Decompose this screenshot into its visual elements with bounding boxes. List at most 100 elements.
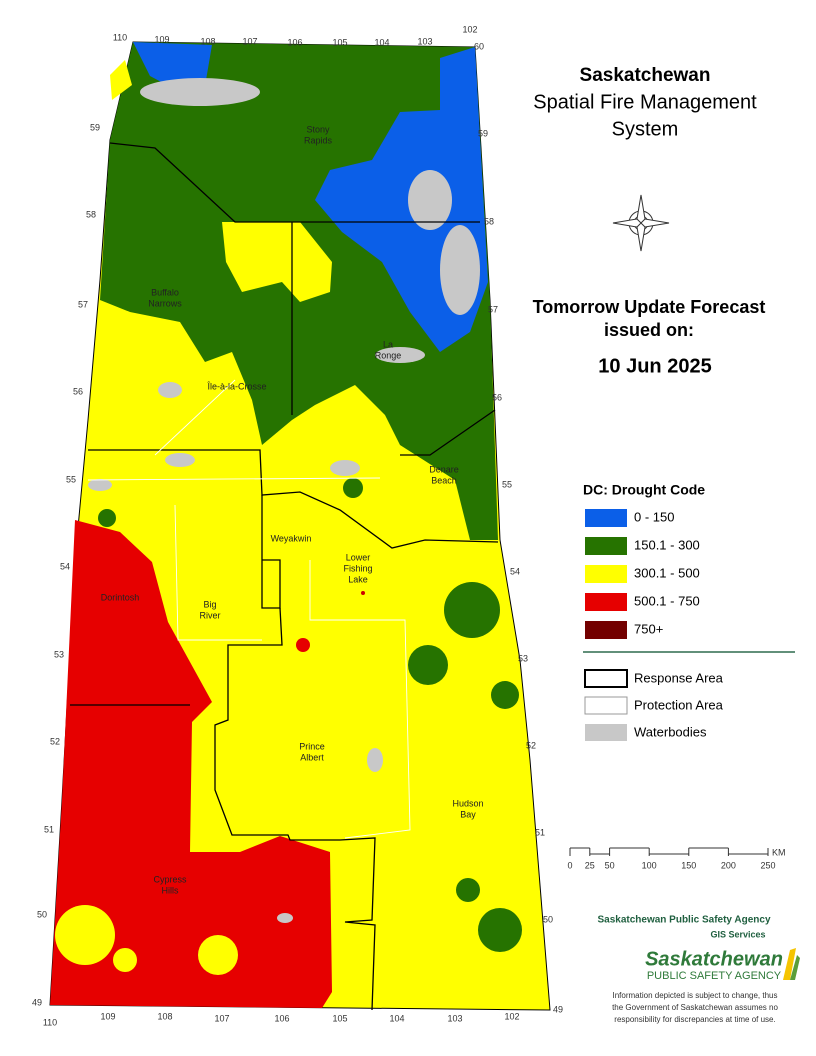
longitude-label: 102 [462,24,477,34]
place-label: Albert [300,752,324,762]
latitude-label: 60 [474,41,484,51]
forecast-text: Tomorrow Update Forecast [533,297,766,317]
latitude-label: 59 [478,128,488,138]
latitude-label: 52 [526,740,536,750]
legend-label: Protection Area [634,697,724,712]
place-label: Hudson [452,798,483,808]
forecast-text: issued on: [604,320,694,340]
disclaimer: responsibility for discrepancies at time… [614,1015,775,1024]
latitude-label: 49 [32,997,42,1007]
logo-mark [783,948,796,980]
place-label: Ronge [375,350,402,360]
title: Saskatchewan [580,65,711,86]
latitude-label: 57 [488,304,498,314]
longitude-label: 104 [389,1013,404,1023]
longitude-label: 109 [154,34,169,44]
response-area-lines [70,142,499,1011]
scale-label: 100 [642,860,657,870]
longitude-label: 105 [332,37,347,47]
latitude-label: 51 [535,827,545,837]
green-patch [408,645,448,685]
longitude-label: 104 [374,37,389,47]
place-label: Rapids [304,135,333,145]
yellow-patch [198,935,238,975]
place-label: Stony [306,124,330,134]
latitude-label: 56 [492,392,502,402]
legend-label: 150.1 - 300 [634,537,700,552]
longitude-label: 108 [157,1011,172,1021]
logo-sub: PUBLIC SAFETY AGENCY [647,970,782,982]
disclaimer: the Government of Saskatchewan assumes n… [612,1003,778,1012]
yellow-patch [110,60,132,100]
yellow-patch [113,948,137,972]
green-patch [478,908,522,952]
green-patch [343,478,363,498]
latitude-label: 55 [502,479,512,489]
legend-label: 750+ [634,621,663,636]
agency-unit: GIS Services [710,929,765,939]
longitude-label: 110 [43,1017,57,1027]
province-map [49,41,551,1011]
latitude-label: 52 [50,736,60,746]
longitude-label: 106 [287,37,302,47]
longitude-label: 103 [447,1013,462,1023]
red-region [50,520,332,1008]
yellow-patch [55,905,115,965]
longitude-label: 107 [214,1013,229,1023]
latitude-label: 54 [60,561,70,571]
place-label: Buffalo [151,287,179,297]
legend-swatch [585,621,627,639]
latitude-label: 50 [37,909,47,919]
compass [612,194,670,252]
latitude-label: 58 [86,209,96,219]
town-marker [361,591,365,595]
latitude-label: 54 [510,566,520,576]
place-label: Dorintosh [101,592,140,602]
scale-label: 0 [567,860,572,870]
legend-label: Response Area [634,670,724,685]
green-patch [491,681,519,709]
forecast-date: 10 Jun 2025 [598,355,711,377]
legend-label: 0 - 150 [634,509,674,524]
subtitle: Spatial Fire Management [533,91,757,113]
longitude-label: 102 [504,1011,519,1021]
scale-unit: KM [772,847,786,857]
scale-label: 250 [760,860,775,870]
subtitle: System [612,118,679,140]
green-patch [444,582,500,638]
place-label: Lower [346,552,371,562]
red-patch [296,638,310,652]
place-label: La [383,339,393,349]
latitude-label: 55 [66,474,76,484]
place-label: Weyakwin [271,533,312,543]
scale-label: 200 [721,860,736,870]
place-label: Île-à-la-Crosse [206,381,266,391]
legend-swatch [585,509,627,527]
scale-label: 50 [605,860,615,870]
scale-label: 150 [681,860,696,870]
latitude-label: 49 [553,1004,563,1014]
legend-swatch [584,669,628,688]
legend-title: DC: Drought Code [583,482,705,498]
yellow-patch [222,222,332,302]
longitude-label: 105 [332,1013,347,1023]
place-label: Denare [429,464,459,474]
legend-label: 300.1 - 500 [634,565,700,580]
longitude-label: 109 [100,1011,115,1021]
place-label: Lake [348,574,368,584]
logo-name: Saskatchewan [645,948,783,970]
longitude-label: 107 [242,36,257,46]
latitude-label: 51 [44,824,54,834]
place-label: Beach [431,475,457,485]
latitude-label: 50 [543,914,553,924]
agency-name: Saskatchewan Public Safety Agency [597,915,770,926]
latitude-label: 57 [78,299,88,309]
latitude-label: 53 [54,649,64,659]
legend-label: 500.1 - 750 [634,593,700,608]
place-label: River [199,610,220,620]
place-label: Big [203,599,216,609]
logo-mark [790,955,800,980]
disclaimer: Information depicted is subject to chang… [613,991,778,1000]
latitude-label: 56 [73,386,83,396]
longitude-label: 103 [417,36,432,46]
